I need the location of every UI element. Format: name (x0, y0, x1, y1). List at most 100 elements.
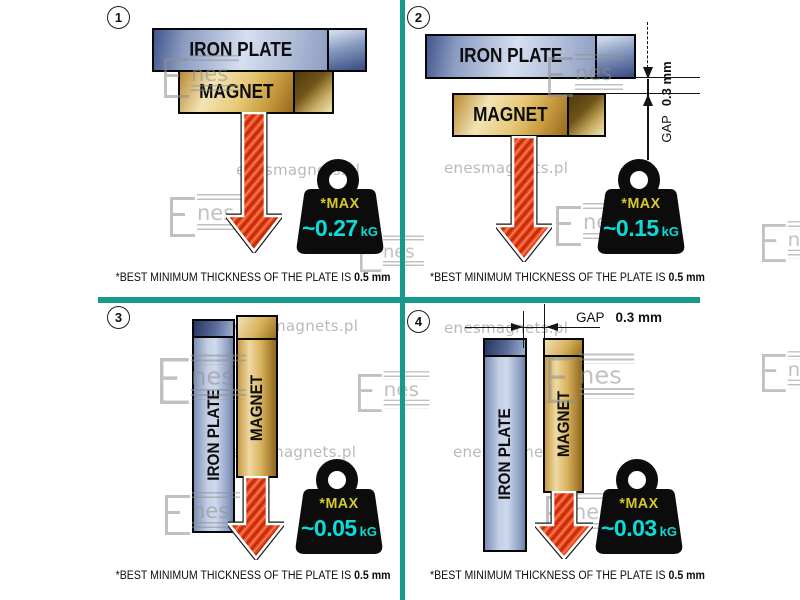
enes-logo-text: nes (787, 357, 800, 381)
enes-logo-text: nes (575, 61, 613, 85)
gap-label-text: GAP (658, 115, 674, 143)
horizontal-divider (98, 297, 700, 303)
enes-logo-e-icon (548, 357, 577, 403)
enes-logo-e-icon (358, 374, 382, 412)
enes-logo-lines-icon (573, 523, 621, 532)
weight-value: ~0.05 (300, 515, 357, 541)
weight-unit: kG (659, 524, 678, 539)
iron-plate-label: IRON PLATE (495, 407, 514, 500)
caption-text: *BEST MINIMUM THICKNESS OF THE PLATE IS (430, 570, 666, 582)
panel-2-magnet-end (567, 93, 606, 137)
panel-1-iron-plate-end (327, 28, 367, 72)
panel-3-number-badge: 3 (107, 306, 130, 329)
enes-logo-e-icon (160, 358, 189, 404)
enes-logo-watermark: nes (164, 55, 239, 98)
kettlebell-shape (597, 159, 685, 254)
caption-text: *BEST MINIMUM THICKNESS OF THE PLATE IS (115, 272, 352, 284)
enes-logo-lines-icon (575, 84, 623, 93)
enes-logo-lines-icon (383, 399, 430, 409)
gap-extension-line (634, 77, 700, 79)
kettlebell-shape (296, 159, 384, 254)
panel-3-caption: *BEST MINIMUM THICKNESS OF THE PLATE IS … (115, 570, 391, 582)
enes-logo-text: nes (579, 361, 622, 390)
enes-logo-lines-icon (192, 522, 240, 531)
enes-logo-watermark: nes (548, 54, 623, 97)
enes-logo-text: nes (192, 499, 230, 523)
caption-bold-value: 0.5 mm (668, 570, 705, 582)
caption-text: *BEST MINIMUM THICKNESS OF THE PLATE IS (115, 570, 352, 582)
weight-unit: kG (661, 224, 680, 239)
weight-unit: kG (360, 224, 379, 239)
caption-bold-value: 0.5 mm (354, 570, 391, 582)
panel-4-magnet-end (545, 340, 582, 357)
enes-logo-lines-icon (579, 353, 635, 364)
enes-logo-e-icon (548, 57, 573, 97)
enes-logo-lines-icon (573, 493, 621, 502)
enes-logo-text: nes (382, 241, 415, 262)
enes-logo-e-icon (164, 58, 189, 98)
gap-label-text: GAP (576, 310, 605, 325)
weight-unit: kG (359, 524, 378, 539)
enes-logo-watermark: nes (165, 492, 240, 535)
caption-bold-value: 0.5 mm (354, 272, 391, 284)
panel-3-iron-plate-end (194, 321, 233, 338)
weight-max-label: *MAX (319, 495, 359, 512)
panel-1-magnet-end (293, 70, 334, 114)
gap-dimension-line (647, 79, 649, 160)
pull-force-arrow-icon (496, 136, 552, 262)
weight-icon: *MAX ~0.03 kG (594, 458, 684, 558)
gap-dimension-line-dashed (647, 22, 648, 68)
kettlebell-shape (295, 459, 383, 554)
panel-2-caption: *BEST MINIMUM THICKNESS OF THE PLATE IS … (430, 272, 705, 284)
gap-arrow-up-icon (643, 94, 653, 106)
enes-logo-text: nes (191, 62, 229, 86)
panel-4-magnet: MAGNET (543, 338, 584, 493)
enes-logo-text: nes (787, 227, 800, 251)
gap-dimension-line (465, 327, 600, 329)
weight-value: ~0.27 (301, 215, 358, 241)
gap-arrow-right-icon (511, 323, 523, 331)
caption-bold-value: 0.5 mm (668, 272, 705, 284)
enes-logo-e-icon (170, 197, 195, 237)
gap-extension-line (544, 304, 546, 346)
weight-max-label: *MAX (619, 495, 659, 512)
weight-max-label: *MAX (320, 195, 360, 212)
enes-logo-e-icon (165, 495, 190, 535)
weight-value: ~0.15 (602, 215, 659, 241)
weight-icon: *MAX ~0.05 kG (294, 458, 384, 558)
enes-logo-lines-icon (191, 55, 239, 64)
magnet-label: MAGNET (247, 374, 266, 442)
panel-2-iron-plate: IRON PLATE (425, 34, 597, 79)
kettlebell-shape (595, 459, 683, 554)
gap-arrow-down-icon (643, 67, 653, 79)
enes-logo-lines-icon (787, 379, 800, 389)
enes-logo-lines-icon (579, 388, 635, 399)
panel-4-caption: *BEST MINIMUM THICKNESS OF THE PLATE IS … (430, 570, 705, 582)
enes-logo-watermark: nes (762, 221, 800, 262)
weight-max-label: *MAX (621, 195, 661, 212)
magnet-label: MAGNET (473, 103, 548, 126)
pull-force-arrow-icon (228, 476, 284, 560)
pull-force-arrow-icon (226, 112, 282, 253)
gap-dimension-label: GAP 0.3 mm (576, 310, 662, 325)
iron-plate-label: IRON PLATE (459, 45, 563, 67)
enes-logo-lines-icon (191, 389, 247, 400)
gap-arrow-left-icon (546, 323, 558, 331)
enes-logo-lines-icon (197, 194, 245, 203)
panel-3-magnet-end (238, 317, 276, 340)
panel-4-number-badge: 4 (407, 310, 430, 333)
panel-1-caption: *BEST MINIMUM THICKNESS OF THE PLATE IS … (115, 272, 391, 284)
enes-logo-lines-icon (197, 224, 245, 233)
gap-dimension-label: GAP 0.3 mm (654, 47, 678, 157)
panel-2-number-badge: 2 (407, 6, 430, 29)
pull-force-arrow-icon (535, 491, 593, 559)
enes-logo-lines-icon (575, 54, 623, 63)
enes-logo-lines-icon (787, 221, 800, 230)
enes-logo-lines-icon (191, 354, 247, 365)
gap-extension-line (604, 93, 700, 95)
caption-text: *BEST MINIMUM THICKNESS OF THE PLATE IS (430, 272, 666, 284)
panel-4-iron-plate: IRON PLATE (483, 338, 527, 552)
gap-extension-line (523, 311, 525, 348)
enes-logo-watermark: nes (358, 371, 430, 412)
